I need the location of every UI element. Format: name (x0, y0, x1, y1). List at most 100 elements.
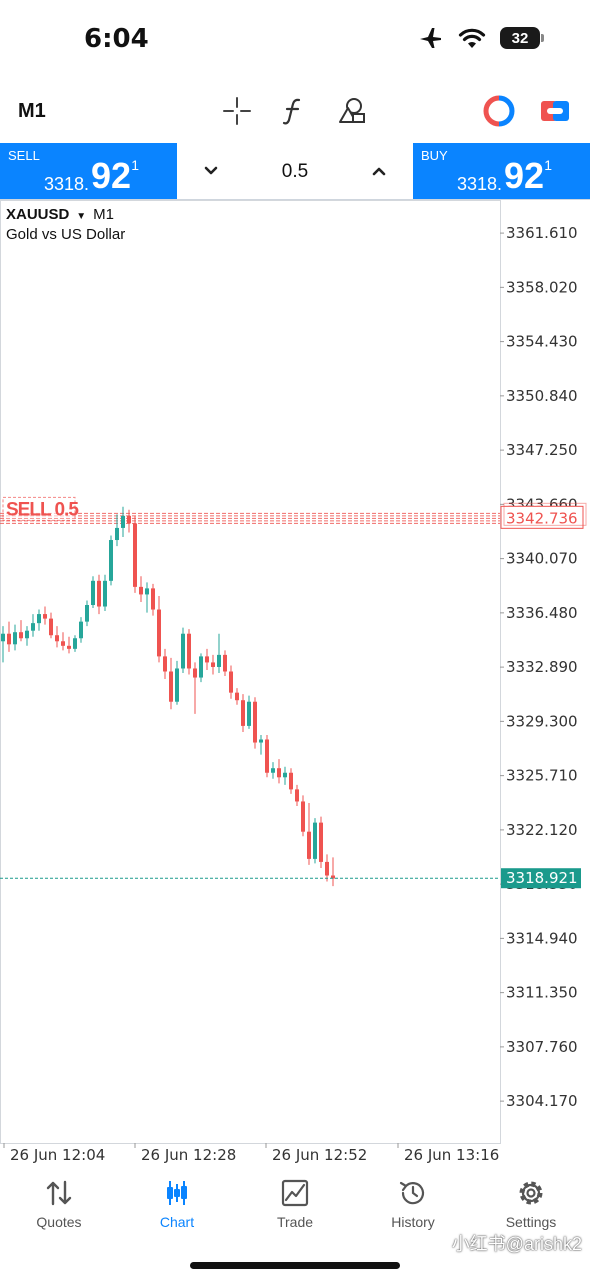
chart-symbol: XAUUSD ▼ M1 (6, 206, 114, 223)
candle-bearish (295, 789, 299, 802)
wifi-icon (458, 28, 486, 48)
history-icon (399, 1181, 425, 1205)
price-axis-label: 3304.170 (506, 1092, 578, 1110)
candle-bearish (265, 739, 269, 773)
candle-bearish (7, 633, 11, 645)
buy-button[interactable]: BUY 3318. 92 1 (413, 143, 590, 199)
candle-bullish (91, 580, 95, 606)
battery-icon: 32 (500, 27, 544, 49)
sell-button[interactable]: SELL 3318. 92 1 (0, 143, 177, 199)
candle-bullish (217, 654, 221, 667)
candle-bearish (253, 701, 257, 743)
price-axis-label: 3361.610 (506, 224, 578, 242)
current-price-box (501, 868, 581, 889)
function-icon[interactable] (277, 94, 311, 128)
candle-bullish (199, 656, 203, 678)
chart-symbol-timeframe: M1 (93, 206, 114, 223)
candle-bearish (163, 656, 167, 672)
price-axis-label: 3311.350 (506, 984, 578, 1002)
candle-bearish (319, 822, 323, 862)
time-axis-label: 26 Jun 12:04 (10, 1146, 105, 1164)
one-click-trading-icon[interactable] (482, 94, 516, 128)
volume-increase-button[interactable] (369, 161, 389, 181)
chart-description: Gold vs US Dollar (6, 226, 126, 243)
nav-label-trade: Trade (276, 1214, 314, 1230)
nav-label-settings: Settings (505, 1214, 557, 1230)
candle-bullish (115, 527, 119, 541)
order-tag: SELL 0.5 (2, 496, 80, 521)
candle-bearish (289, 772, 293, 790)
candle-bearish (169, 671, 173, 702)
bottom-navigation: Quotes Chart Trade History Settings (0, 1170, 590, 1240)
price-chart[interactable]: 3361.610 3358.020 3354.430 3350.840 3347.250… (0, 200, 590, 1170)
candle-bearish (301, 801, 305, 832)
candle-bullish (175, 668, 179, 702)
time-axis-label: 26 Jun 13:16 (404, 1146, 499, 1164)
candle-bullish (283, 772, 287, 778)
candle-bearish (67, 645, 71, 649)
volume-value[interactable]: 0.5 (281, 161, 309, 182)
price-axis-label: 3354.430 (506, 333, 578, 351)
chart-frame (0, 200, 501, 1144)
battery-level: 32 (511, 29, 529, 47)
price-axis-label: 3332.890 (506, 658, 578, 676)
order-tag-border (2, 496, 76, 521)
trade-toggle-icon[interactable] (538, 94, 572, 128)
candle-bearish (97, 580, 101, 607)
price-axis-label: 3325.710 (506, 767, 578, 785)
volume-control: 0.5 (177, 143, 413, 199)
candle-bearish (211, 662, 215, 667)
candle-bearish (187, 633, 191, 669)
candle-bearish (61, 641, 65, 646)
candle-bearish (139, 586, 143, 595)
price-axis-label: 3322.120 (506, 821, 578, 839)
candle-bearish (241, 700, 245, 726)
nav-item-quotes[interactable]: Quotes (0, 1170, 118, 1240)
nav-label-quotes: Quotes (36, 1214, 82, 1230)
airplane-icon (420, 28, 441, 48)
status-time: 6:04 (84, 24, 149, 54)
objects-icon[interactable] (335, 94, 369, 128)
buy-price-big: 92 (503, 155, 544, 196)
candle-bullish (109, 540, 113, 581)
candle-bullish (247, 701, 251, 726)
trade-icon (281, 1179, 309, 1207)
price-axis-label: 3347.250 (506, 441, 578, 459)
chart-timeframe-arrow-icon: ▼ (73, 211, 89, 222)
candle-bullish (181, 633, 185, 669)
candle-bullish (73, 638, 77, 649)
quotes-icon (46, 1180, 72, 1206)
order-price-box-shadow (503, 502, 587, 526)
nav-item-history[interactable]: History (354, 1170, 472, 1240)
timeframe-selector[interactable]: M1 (18, 100, 46, 122)
candle-bullish (31, 623, 35, 631)
candle-bullish (85, 605, 89, 622)
candle-bearish (325, 861, 329, 876)
chevron-up-icon (372, 167, 386, 176)
chart-canvas[interactable]: 3361.610 3358.020 3354.430 3350.840 3347.250… (0, 200, 590, 1170)
nav-item-trade[interactable]: Trade (236, 1170, 354, 1240)
candle-bullish (103, 580, 107, 607)
home-indicator (190, 1262, 400, 1269)
chart-icon (167, 1181, 187, 1205)
time-axis-label: 26 Jun 12:52 (272, 1146, 367, 1164)
buy-price-sup: 1 (544, 157, 552, 173)
price-axis-label: 3329.300 (506, 712, 578, 730)
candle-bullish (1, 633, 5, 642)
price-axis-label: 3336.480 (506, 604, 578, 622)
price-axis-label: 3358.020 (506, 278, 578, 296)
sell-price-sup: 1 (131, 157, 139, 173)
price-axis-label: 3340.070 (506, 550, 578, 568)
chart-symbol-name: XAUUSD (6, 206, 70, 223)
candle-bearish (151, 588, 155, 610)
nav-item-chart[interactable]: Chart (118, 1170, 236, 1240)
candle-bearish (43, 614, 47, 619)
candle-bearish (157, 609, 161, 657)
candle-bearish (229, 671, 233, 693)
time-axis-label: 26 Jun 12:28 (141, 1146, 236, 1164)
nav-item-settings[interactable]: Settings (472, 1170, 590, 1240)
crosshair-icon[interactable] (220, 94, 254, 128)
volume-decrease-button[interactable] (201, 161, 221, 181)
candle-bearish (193, 668, 197, 678)
sell-price-main: 3318. (43, 174, 89, 194)
